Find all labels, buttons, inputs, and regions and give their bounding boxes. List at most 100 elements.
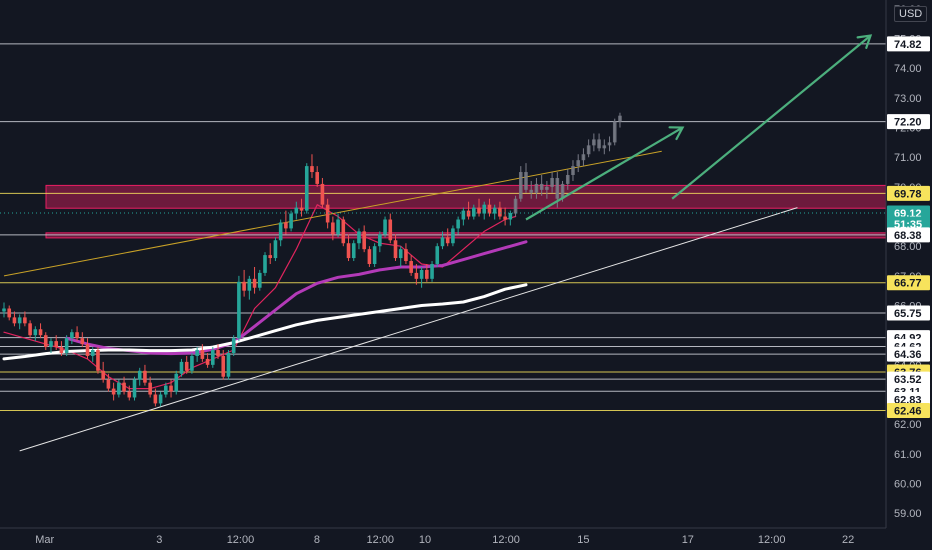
price-tick-label: 59.00: [894, 508, 922, 520]
candle: [174, 373, 179, 392]
candle: [23, 317, 27, 324]
time-tick-label: 8: [314, 534, 320, 546]
candle: [268, 255, 273, 259]
candle: [70, 332, 74, 339]
candle: [482, 204, 487, 214]
candle: [101, 370, 105, 380]
projection-candle: [545, 186, 549, 190]
candle: [315, 172, 319, 184]
candle: [372, 246, 377, 264]
price-tag: [887, 275, 930, 291]
projection-candle: [602, 145, 607, 149]
candle: [33, 329, 38, 336]
candle: [64, 338, 69, 353]
candle: [49, 341, 53, 348]
projection-candle: [571, 166, 575, 176]
projection-candle: [597, 139, 601, 149]
candle: [383, 219, 387, 235]
projection-candle: [524, 172, 528, 190]
time-tick-label: 22: [842, 534, 854, 546]
price-tick-label: 62.00: [894, 419, 922, 431]
price-tag: [887, 346, 930, 362]
candle: [430, 264, 434, 279]
projection-candle: [539, 183, 544, 190]
projection-candle: [518, 172, 523, 199]
candle: [398, 249, 403, 259]
candle: [492, 207, 497, 214]
target-arrow-2-head: [856, 34, 873, 49]
candle: [54, 341, 58, 348]
price-tag-label: 66.77: [894, 278, 922, 290]
price-tag-label: 63.52: [894, 374, 922, 386]
candle: [90, 350, 95, 356]
candle: [440, 237, 445, 247]
currency-label[interactable]: USD: [894, 6, 928, 22]
candle: [106, 379, 111, 389]
candle: [435, 246, 440, 264]
candle: [278, 222, 283, 241]
price-tag-label: 74.82: [894, 39, 922, 51]
candle: [419, 269, 424, 279]
price-tag-label: 65.75: [894, 308, 922, 320]
candle: [362, 231, 366, 250]
candle: [498, 207, 502, 217]
price-tag: [887, 305, 930, 321]
moving-average-purple: [65, 240, 528, 356]
candle: [96, 350, 100, 371]
projection-candle: [555, 177, 560, 199]
projection-candle: [581, 154, 586, 161]
candle: [508, 212, 513, 220]
time-tick-label: 12:00: [227, 534, 255, 546]
candle: [252, 278, 257, 288]
candle: [59, 347, 64, 353]
price-tag: [887, 371, 930, 387]
target-arrow-1-head: [668, 126, 685, 141]
candle: [169, 385, 173, 392]
price-axis-background: [886, 0, 932, 550]
candle: [336, 219, 340, 235]
price-tag-label: 69.78: [894, 188, 922, 200]
candle: [367, 249, 372, 264]
projection-candle: [565, 175, 570, 184]
candle: [231, 338, 236, 353]
candle: [284, 222, 288, 229]
candle: [294, 207, 299, 214]
candle: [80, 338, 85, 345]
price-tag: [887, 185, 930, 201]
candle: [466, 210, 471, 217]
candle: [179, 361, 184, 374]
price-tag-label: 62.46: [894, 406, 922, 418]
candle: [117, 382, 121, 395]
projection-candle: [612, 121, 617, 143]
candle: [237, 281, 241, 339]
price-tag: [887, 114, 930, 130]
candle: [456, 219, 460, 229]
time-tick-label: 12:00: [758, 534, 786, 546]
price-tag-label: 64.36: [894, 349, 922, 361]
candle: [263, 255, 267, 273]
projection-candle: [560, 183, 565, 199]
projection-candle: [607, 142, 612, 146]
candle: [299, 207, 304, 211]
candle: [38, 329, 43, 336]
candle: [257, 272, 262, 288]
time-tick-label: 10: [419, 534, 431, 546]
candle: [247, 278, 252, 291]
candle: [221, 355, 226, 377]
candle: [43, 335, 48, 348]
projection-candle: [586, 145, 591, 155]
projection-candle: [576, 160, 580, 167]
price-tick-label: 68.00: [894, 241, 922, 253]
projection-candle: [592, 139, 596, 146]
time-tick-label: 3: [156, 534, 162, 546]
candle: [346, 243, 351, 259]
candle: [205, 358, 210, 365]
price-tick-label: 73.00: [894, 93, 922, 105]
candle: [28, 323, 32, 336]
candle: [445, 237, 450, 244]
candle: [226, 352, 231, 377]
support-trend-line: [19, 207, 798, 452]
price-tag-label: 68.38: [894, 230, 922, 242]
price-tag: [887, 36, 930, 52]
